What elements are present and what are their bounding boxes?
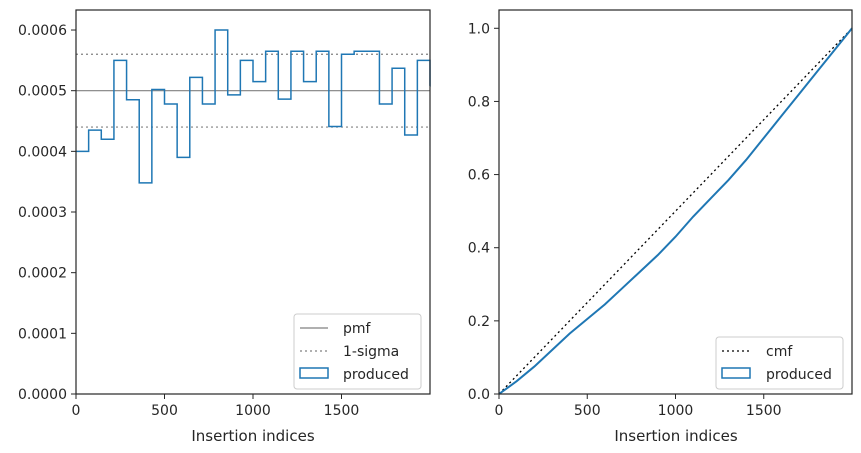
- y-tick-label: 0.0: [468, 387, 490, 403]
- y-axis-ticks: 0.0 0.2 0.4 0.6 0.8 1.0: [468, 21, 499, 403]
- x-tick-label: 0: [495, 403, 504, 419]
- y-tick-label: 0.0003: [18, 205, 67, 221]
- x-axis-label: Insertion indices: [191, 427, 314, 445]
- y-axis-ticks: 0.0000 0.0001 0.0002 0.0003 0.0004 0.0005 0.00…: [18, 23, 76, 403]
- legend: cmf produced: [715, 336, 844, 390]
- legend-produced-label: produced: [343, 367, 409, 383]
- x-tick-label: 1500: [324, 403, 360, 419]
- pmf-histogram-marks: [76, 29, 431, 184]
- y-tick-label: 0.6: [468, 168, 490, 184]
- y-tick-label: 0.4: [468, 241, 490, 257]
- produced-line: [498, 27, 853, 395]
- legend-produced-swatch: [299, 367, 329, 379]
- legend-produced-swatch: [721, 367, 751, 379]
- legend-cmf-label: cmf: [766, 344, 793, 360]
- produced-histogram-step: [76, 29, 431, 184]
- pmf-histogram-panel: 0 500 1000 1500 0.00000.00010.00020.00030.0…: [18, 9, 431, 445]
- y-tick-label: 0.0001: [18, 326, 67, 342]
- legend-box: [293, 313, 422, 390]
- y-tick-label: 0.0000: [18, 387, 67, 403]
- x-tick-label: 500: [574, 403, 601, 419]
- cmf-marks: [498, 27, 853, 395]
- legend-sigma-label: 1-sigma: [343, 344, 399, 360]
- x-axis-label: Insertion indices: [614, 427, 737, 445]
- x-tick-label: 1000: [235, 403, 271, 419]
- legend-box: [715, 336, 844, 390]
- y-tick-label: 0.8: [468, 94, 490, 110]
- cmf-panel: 0 500 1000 1500 0.0 0.2 0.4 0.6 0.8 1.0 Insertio…: [468, 9, 853, 445]
- legend-produced-label: produced: [766, 367, 832, 383]
- axes-frame: [498, 9, 853, 395]
- x-tick-label: 0: [72, 403, 81, 419]
- legend-pmf-label: pmf: [343, 321, 372, 337]
- y-tick-label: 0.0005: [18, 84, 67, 100]
- legend: pmf 1-sigma produced: [293, 313, 422, 390]
- x-axis-ticks: 0 500 1000 1500: [72, 394, 360, 419]
- x-tick-label: 1500: [746, 403, 782, 419]
- y-tick-label: 0.2: [468, 314, 490, 330]
- y-tick-label: 0.0006: [18, 23, 67, 39]
- y-tick-label: 0.0004: [18, 144, 67, 160]
- y-tick-label: 0.0002: [18, 266, 67, 282]
- x-tick-label: 1000: [658, 403, 694, 419]
- x-tick-label: 500: [151, 403, 178, 419]
- x-axis-ticks: 0 500 1000 1500: [495, 394, 782, 419]
- y-tick-label: 1.0: [468, 21, 490, 37]
